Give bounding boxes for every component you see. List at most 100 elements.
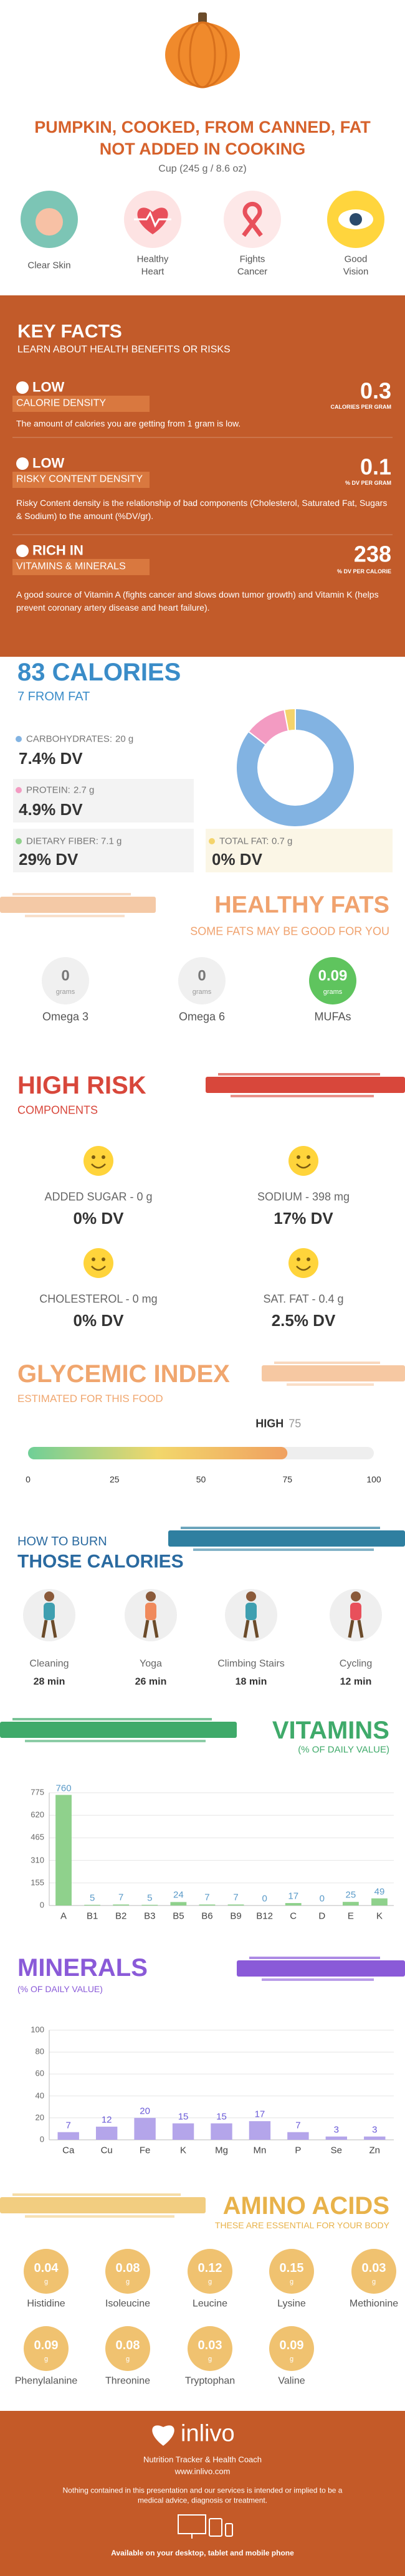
pumpkin (165, 22, 240, 87)
legend-bg (13, 829, 194, 872)
tagline: Nutrition Tracker & Health Coach (143, 2454, 262, 2464)
amino-unit: g (371, 2278, 376, 2286)
fact-level: LOW (32, 379, 65, 395)
x-tick-label: Cu (100, 2145, 113, 2156)
bar (170, 1902, 187, 1906)
amino-value: 0.08 (115, 2339, 140, 2352)
fat-value: 0 (198, 967, 206, 985)
amino-value: 0.12 (198, 2261, 222, 2275)
fact-label-bg (12, 472, 150, 488)
x-tick-label: Ca (62, 2145, 75, 2156)
x-tick-label: E (347, 1911, 354, 1922)
chart-title: GLYCEMIC INDEX (17, 1360, 230, 1388)
gauge-bar (28, 1447, 288, 1459)
value-label: 25 (345, 1889, 356, 1901)
smiley-eye (307, 1155, 310, 1159)
fact-label: RISKY CONTENT DENSITY (16, 474, 143, 485)
brush-stroke (0, 2197, 206, 2213)
y-tick-label: 20 (35, 2112, 44, 2122)
amino-unit: g (125, 2355, 130, 2363)
brush-stroke (193, 1548, 374, 1551)
amino-circle (105, 2326, 150, 2371)
activity-leg (348, 1620, 355, 1638)
x-tick-label: B3 (144, 1911, 156, 1922)
value-label: 12 (101, 2114, 112, 2125)
smiley-mouth (91, 1266, 106, 1271)
value-label: 49 (374, 1886, 385, 1897)
brush-stroke (12, 1718, 212, 1720)
amino-unit: g (44, 2355, 49, 2363)
chart-title: VITAMINS (272, 1717, 389, 1744)
title: PUMPKIN, COOKED, FROM CANNED, FAT NOT AD… (34, 117, 371, 158)
risk-label: ADDED SUGAR - 0 g (44, 1190, 153, 1203)
activity-body (350, 1603, 361, 1620)
amino-name: Lysine (277, 2298, 306, 2309)
brush-stroke (262, 1365, 405, 1381)
value-label: 17 (288, 1891, 299, 1902)
x-tick-label: 75 (282, 1474, 293, 1484)
bar (172, 2123, 194, 2140)
value-label: 15 (178, 2111, 189, 2122)
amino-unit: g (207, 2278, 212, 2286)
amino-unit: g (207, 2355, 212, 2363)
legend-label: PROTEIN: (26, 785, 70, 796)
fact-label: CALORIE DENSITY (16, 398, 107, 409)
bar (249, 2121, 271, 2140)
smiley-mouth (91, 1163, 106, 1169)
fact-level: LOW (32, 455, 65, 471)
bar (141, 1904, 158, 1906)
bar (287, 2132, 309, 2140)
dv-label: 0% DV (212, 850, 262, 869)
fact-label-bg (12, 396, 150, 412)
value-label: 5 (89, 1892, 95, 1904)
fat-name: Omega 6 (178, 1010, 226, 1023)
y-tick-label: 100 (31, 2025, 44, 2035)
legend-dot (209, 838, 215, 844)
section-subtitle: SOME FATS MAY BE GOOD FOR YOU (190, 925, 389, 938)
chart-subtitle: (% OF DAILY VALUE) (17, 1983, 103, 1994)
activity-time: 18 min (235, 1676, 267, 1687)
brush-stroke (231, 1095, 374, 1097)
value-label: 7 (204, 1892, 210, 1903)
section-title: THOSE CALORIES (17, 1551, 184, 1572)
dv-label: 4.9% DV (19, 800, 83, 819)
value-label: 15 (216, 2111, 227, 2122)
x-tick-label: C (290, 1911, 297, 1922)
fact-unit: % DV PER CALORIE (336, 568, 391, 575)
section-subtitle: COMPONENTS (17, 1104, 98, 1117)
activity-head (44, 1591, 54, 1601)
amino-name: Valine (278, 2375, 305, 2387)
activity-time: 12 min (340, 1676, 372, 1687)
value-label: 3 (333, 2124, 339, 2135)
x-tick-label: P (295, 2145, 302, 2156)
smiley (83, 1146, 113, 1176)
value-label: 3 (372, 2124, 378, 2135)
x-tick-label: K (180, 2145, 187, 2156)
section-bg (0, 2411, 405, 2576)
x-tick-label: A (60, 1911, 67, 1922)
bar (211, 2123, 232, 2140)
value-label: 2.7 g (74, 785, 95, 796)
benefit-label: Good Vision (343, 254, 369, 277)
amino-circle (188, 2249, 232, 2294)
device-phone (225, 2523, 233, 2537)
activity-leg (357, 1620, 364, 1638)
activity-leg (152, 1620, 159, 1638)
value-label: 0.7 g (272, 836, 293, 847)
benefit-label: Clear Skin (27, 260, 71, 271)
fact-label-bg (12, 559, 150, 575)
risk-dv: 0% DV (73, 1311, 124, 1330)
bar (84, 1904, 101, 1906)
brush-stroke (25, 915, 125, 917)
x-tick-label: 100 (366, 1474, 381, 1484)
bar (285, 1903, 302, 1906)
value-label: 760 (55, 1782, 72, 1793)
amino-circle (24, 2326, 69, 2371)
y-tick-label: 620 (31, 1810, 44, 1820)
brush-stroke (168, 1530, 405, 1547)
available: Available on your desktop, tablet and mo… (111, 2549, 294, 2558)
section-title-top: HOW TO BURN (17, 1535, 107, 1548)
y-tick-label: 0 (39, 2134, 44, 2144)
amino-circle (351, 2249, 396, 2294)
section-subtitle: THESE ARE ESSENTIAL FOR YOUR BODY (214, 2220, 389, 2230)
